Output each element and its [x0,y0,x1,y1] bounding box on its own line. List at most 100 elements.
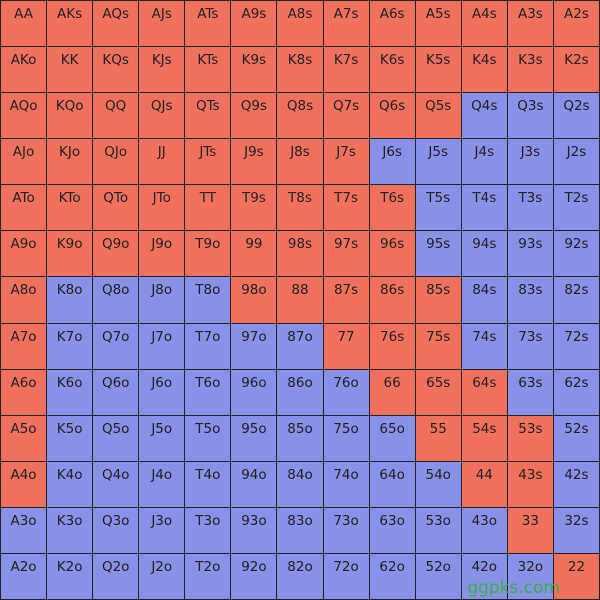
hand-cell: 99 [231,231,278,278]
hand-cell: J7o [139,323,186,370]
hand-cell: 85o [277,415,324,462]
hand-cell: Q6o [93,369,140,416]
hand-cell: K9s [231,47,278,94]
hand-cell: 54s [461,415,508,462]
hand-cell: 86s [369,277,416,324]
hand-cell: 64s [461,369,508,416]
hand-cell: AQs [93,1,140,48]
hand-cell: 95s [415,231,462,278]
hand-cell: A9s [231,1,278,48]
hand-cell: T4s [461,185,508,232]
hand-cell: T2o [185,553,232,600]
hand-cell: J8s [277,139,324,186]
hand-cell: K8s [277,47,324,94]
hand-cell: AQo [1,93,48,140]
hand-cell: QTs [185,93,232,140]
hand-cell: 22 [553,553,600,600]
hand-cell: K3s [507,47,554,94]
hand-cell: T7s [323,185,370,232]
hand-cell: 98o [231,277,278,324]
hand-cell: A3o [1,507,48,554]
hand-cell: K5o [47,415,94,462]
hand-cell: 76o [323,369,370,416]
hand-cell: T9s [231,185,278,232]
hand-cell: KJo [47,139,94,186]
hand-cell: 63o [369,507,416,554]
hand-cell: Q3o [93,507,140,554]
hand-cell: 74s [461,323,508,370]
hand-cell: T5s [415,185,462,232]
hand-cell: 44 [461,461,508,508]
hand-cell: 98s [277,231,324,278]
hand-cell: 62o [369,553,416,600]
hand-cell: T2s [553,185,600,232]
hand-cell: A7s [323,1,370,48]
hand-cell: J7s [323,139,370,186]
hand-cell: 85s [415,277,462,324]
hand-cell: Q7o [93,323,140,370]
hand-cell: T3s [507,185,554,232]
hand-cell: 92o [231,553,278,600]
hand-cell: 82o [277,553,324,600]
hand-cell: 63s [507,369,554,416]
hand-cell: 52o [415,553,462,600]
hand-cell: 76s [369,323,416,370]
hand-cell: A9o [1,231,48,278]
hand-cell: 73s [507,323,554,370]
hand-cell: 65s [415,369,462,416]
hand-cell: 97o [231,323,278,370]
hand-cell: QJo [93,139,140,186]
hand-cell: 84s [461,277,508,324]
hand-cell: A6o [1,369,48,416]
hand-cell: J3s [507,139,554,186]
hand-cell: Q8s [277,93,324,140]
hand-cell: Q2s [553,93,600,140]
hand-cell: TT [185,185,232,232]
hand-cell: Q2o [93,553,140,600]
hand-cell: J6o [139,369,186,416]
hand-cell: A6s [369,1,416,48]
hand-cell: Q5s [415,93,462,140]
hand-cell: ATo [1,185,48,232]
hand-cell: J2s [553,139,600,186]
hand-cell: 83s [507,277,554,324]
hand-cell: Q7s [323,93,370,140]
hand-cell: 43s [507,461,554,508]
hand-cell: KTo [47,185,94,232]
hand-cell: 95o [231,415,278,462]
hand-cell: K4o [47,461,94,508]
hand-cell: K5s [415,47,462,94]
hand-cell: QTo [93,185,140,232]
hand-cell: 66 [369,369,416,416]
hand-cell: QQ [93,93,140,140]
hand-cell: Q8o [93,277,140,324]
hand-cell: J4s [461,139,508,186]
hand-cell: T6s [369,185,416,232]
hand-cell: QJs [139,93,186,140]
hand-cell: 73o [323,507,370,554]
hand-cell: K7o [47,323,94,370]
hand-cell: 75o [323,415,370,462]
hand-cell: AKo [1,47,48,94]
hand-cell: J9o [139,231,186,278]
hand-cell: Q9s [231,93,278,140]
hand-cell: K3o [47,507,94,554]
hand-cell: JTs [185,139,232,186]
hand-cell: AJo [1,139,48,186]
hand-cell: A3s [507,1,554,48]
hand-cell: A4s [461,1,508,48]
hand-cell: KK [47,47,94,94]
hand-cell: Q4s [461,93,508,140]
hand-cell: K2s [553,47,600,94]
hand-cell: K9o [47,231,94,278]
hand-cell: A2o [1,553,48,600]
hand-cell: 97s [323,231,370,278]
hand-cell: 54o [415,461,462,508]
hand-cell: Q9o [93,231,140,278]
hand-cell: T8s [277,185,324,232]
hand-cell: J9s [231,139,278,186]
hand-cell: 42s [553,461,600,508]
hand-cell: 84o [277,461,324,508]
hand-cell: 62s [553,369,600,416]
hand-cell: T8o [185,277,232,324]
